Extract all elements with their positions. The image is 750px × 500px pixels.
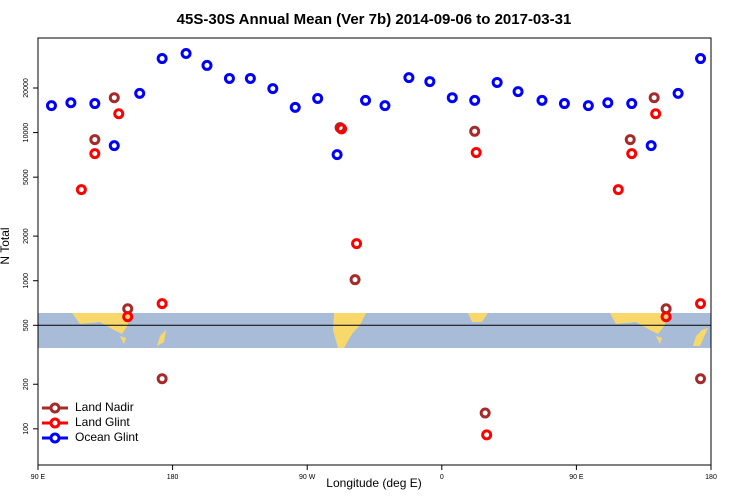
point [424,76,436,88]
point [558,98,570,110]
point [491,76,503,88]
legend-marker [49,402,61,414]
x-tick-label: 90 E [31,474,46,481]
point [469,125,481,137]
point [289,101,301,113]
y-tick-label: 2000 [23,228,30,244]
point [481,429,493,441]
legend-marker [49,432,61,444]
point [403,72,415,84]
point [156,53,168,65]
point [672,87,684,99]
point [602,97,614,109]
point [223,72,235,84]
point [267,83,279,95]
point [624,134,636,146]
x-tick-label: 90 W [299,474,316,481]
point [360,94,372,106]
point [75,184,87,196]
legend-label: Land Nadir [75,400,134,414]
point [113,108,125,120]
plot-frame [37,37,712,466]
x-tick-label: 180 [705,474,717,481]
point [626,148,638,160]
point [108,92,120,104]
point [626,98,638,110]
point [446,92,458,104]
y-axis-label: N Total [0,227,12,264]
legend-label: Ocean Glint [75,430,139,444]
point [349,274,361,286]
y-tick-label: 5000 [23,169,30,185]
point [122,311,134,323]
point [695,373,707,385]
point [180,47,192,59]
point [351,238,363,250]
point [65,97,77,109]
point [312,92,324,104]
y-tick-label: 500 [23,319,30,331]
chart-title: 45S-30S Annual Mean (Ver 7b) 2014-09-06 … [177,11,572,28]
point [156,373,168,385]
point [244,72,256,84]
point [695,53,707,65]
x-tick-label: 180 [167,474,179,481]
legend-marker [49,417,61,429]
point [612,184,624,196]
point [582,100,594,112]
point [89,148,101,160]
point [512,86,524,98]
map-band [38,313,711,348]
point [201,59,213,71]
x-axis-label: Longitude (deg E) [326,476,421,490]
point [134,87,146,99]
point [89,98,101,110]
point [336,123,348,135]
point [695,298,707,310]
point [156,298,168,310]
x-tick-label: 0 [440,474,444,481]
point [45,100,57,112]
point [645,140,657,152]
y-tick-label: 1000 [23,273,30,289]
point [536,94,548,106]
y-tick-label: 100 [23,423,30,435]
point [660,311,672,323]
legend-label: Land Glint [75,415,130,429]
point [648,92,660,104]
y-tick-label: 10000 [23,123,30,143]
point [470,147,482,159]
point [650,108,662,120]
y-tick-label: 20000 [23,78,30,98]
point [331,149,343,161]
y-tick-label: 200 [23,378,30,390]
point [479,407,491,419]
point [379,100,391,112]
point [108,140,120,152]
point [89,134,101,146]
x-tick-label: 90 E [569,474,584,481]
point [469,94,481,106]
